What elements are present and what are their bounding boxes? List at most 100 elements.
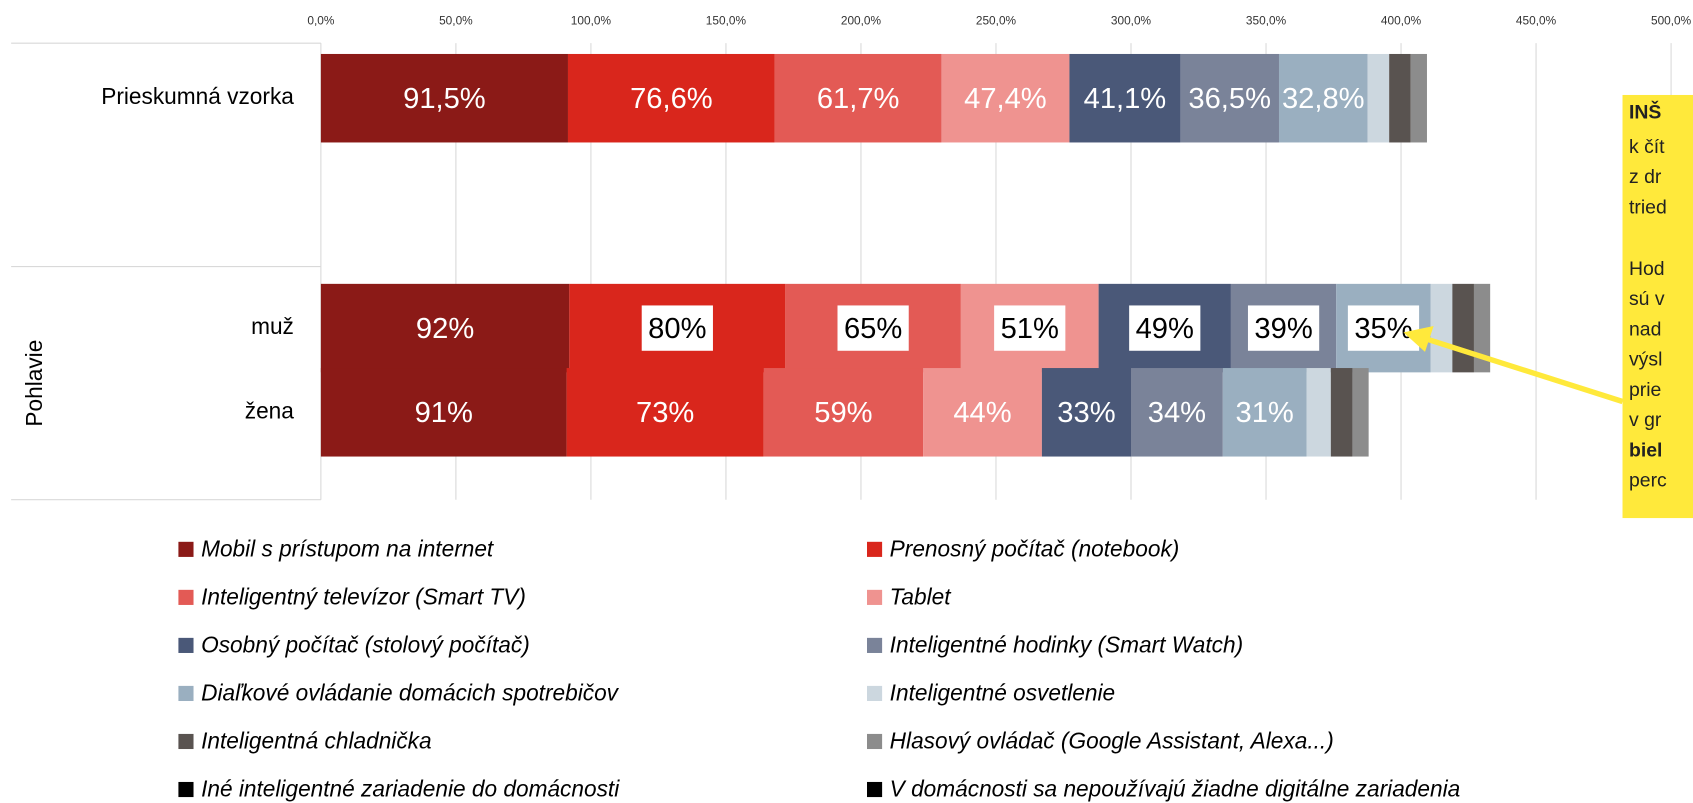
value-label: 65%	[844, 313, 902, 345]
value-label: 73%	[636, 397, 694, 429]
x-tick-label: 450,0%	[1516, 14, 1557, 28]
bar-segment	[566, 368, 764, 457]
callout-text: v gr	[1629, 409, 1662, 431]
callout-text: prie	[1629, 379, 1661, 401]
value-label: 92%	[416, 313, 474, 345]
legend-swatch	[867, 733, 883, 750]
value-label: 59%	[814, 397, 872, 429]
callout-text: k čít	[1629, 136, 1665, 158]
bar-segment	[1278, 53, 1368, 143]
x-tick-label: 50,0%	[439, 14, 473, 28]
bar-segment	[1069, 53, 1181, 143]
bar-segment	[320, 53, 568, 143]
legend-label: Inteligentné hodinky (Smart Watch)	[890, 631, 1243, 657]
bar-segment	[320, 283, 570, 373]
legend-label: Prenosný počítač (notebook)	[890, 535, 1180, 561]
value-label: 33%	[1057, 397, 1115, 429]
value-label: 91%	[415, 397, 473, 429]
x-tick-label: 250,0%	[976, 14, 1017, 28]
bar-segment	[763, 368, 924, 457]
bar-segment	[320, 368, 567, 457]
legend-swatch	[178, 637, 194, 653]
value-label: 32,8%	[1282, 83, 1365, 115]
value-label: 44%	[953, 397, 1011, 429]
value-label: 36,5%	[1188, 83, 1271, 115]
value-label: 61,7%	[817, 83, 900, 115]
callout-text: nad	[1629, 318, 1661, 340]
legend-swatch	[178, 685, 194, 702]
y-tick-label: Prieskumná vzorka	[101, 83, 294, 109]
value-label: 35%	[1354, 313, 1412, 345]
x-tick-label: 350,0%	[1246, 14, 1287, 28]
legend-label: Inteligentný televízor (Smart TV)	[201, 583, 526, 609]
legend-swatch	[867, 541, 883, 557]
value-label-box	[1129, 305, 1201, 351]
value-label: 47,4%	[964, 83, 1047, 115]
value-label: 49%	[1136, 313, 1194, 345]
bar-segment	[1389, 53, 1411, 143]
bar-segment	[923, 368, 1042, 457]
value-label-box	[837, 305, 909, 351]
value-label-box	[641, 305, 713, 351]
callout-text: perc	[1629, 469, 1667, 491]
y-tick-label: žena	[245, 397, 295, 423]
legend-swatch	[867, 781, 883, 798]
callout-box	[1622, 94, 1693, 519]
callout-arrowhead	[1403, 325, 1434, 352]
legend-swatch	[178, 733, 194, 750]
value-label: 51%	[1001, 313, 1059, 345]
x-tick-label: 150,0%	[706, 14, 747, 28]
value-label: 31%	[1236, 397, 1294, 429]
bar-segment	[567, 53, 775, 143]
x-tick-label: 100,0%	[571, 14, 612, 28]
legend-label: Mobil s prístupom na internet	[201, 535, 495, 561]
callout-text: biel	[1629, 439, 1662, 461]
bar-segment	[1367, 53, 1390, 143]
x-tick-label: 500,0%	[1651, 14, 1692, 28]
legend-label: Osobný počítač (stolový počítač)	[201, 631, 530, 657]
x-tick-label: 200,0%	[841, 14, 882, 28]
bar-segment	[1352, 368, 1369, 457]
bar-segment	[941, 53, 1070, 143]
callout-text: z dr	[1629, 166, 1662, 188]
bar-segment	[1430, 283, 1453, 373]
bar-segment	[1410, 53, 1427, 143]
legend-swatch	[178, 589, 194, 605]
legend-label: Inteligentná chladnička	[201, 728, 432, 754]
legend-label: Diaľkové ovládanie domácich spotrebičov	[201, 680, 620, 706]
legend-swatch	[867, 637, 883, 653]
legend-swatch	[178, 781, 194, 798]
x-tick-label: 400,0%	[1381, 14, 1422, 28]
bar-segment	[1041, 368, 1132, 457]
value-label: 80%	[648, 313, 706, 345]
callout-text: výsl	[1629, 349, 1662, 371]
callout-arrow	[1422, 335, 1624, 405]
bar-segment	[774, 53, 942, 143]
value-label: 39%	[1254, 313, 1312, 345]
legend-label: Inteligentné osvetlenie	[890, 680, 1115, 706]
value-label-box	[1347, 305, 1420, 351]
bar-segment	[1306, 368, 1331, 457]
callout-text: INŠ	[1629, 99, 1661, 123]
bar-segment	[1131, 368, 1223, 457]
value-label: 41,1%	[1084, 83, 1167, 115]
x-tick-label: 0,0%	[307, 14, 334, 28]
y-tick-label: muž	[251, 313, 294, 339]
legend-label: Iné inteligentné zariadenie do domácnost…	[201, 776, 620, 802]
callout-text: sú v	[1629, 288, 1665, 310]
bar-segment	[1180, 53, 1279, 143]
value-label: 91,5%	[403, 83, 486, 115]
legend-swatch	[178, 541, 194, 557]
bar-segment	[1452, 283, 1474, 373]
callout-text: Hod	[1629, 258, 1665, 280]
bar-segment	[1222, 368, 1307, 457]
legend-label: V domácnosti sa nepoužívajú žiadne digit…	[890, 776, 1461, 802]
x-tick-label: 300,0%	[1111, 14, 1152, 28]
bar-segment	[1473, 283, 1491, 373]
callout-text: tried	[1629, 196, 1667, 218]
value-label: 34%	[1148, 397, 1206, 429]
bar-segment	[1330, 368, 1353, 457]
legend-label: Hlasový ovládač (Google Assistant, Alexa…	[890, 728, 1334, 754]
value-label-box	[1247, 305, 1320, 351]
